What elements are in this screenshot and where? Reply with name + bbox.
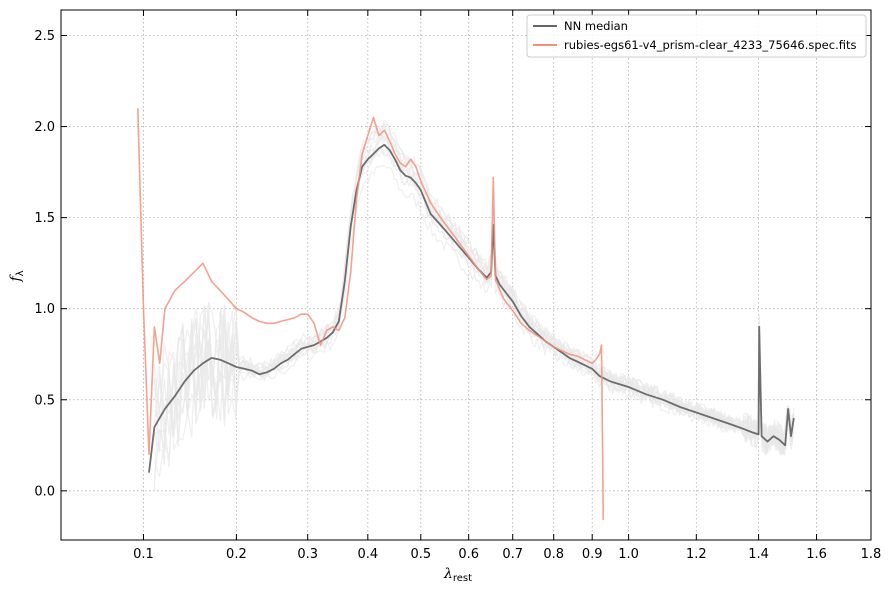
- nn-median-line: [148, 143, 795, 473]
- x-tick-label: 1.2: [686, 547, 707, 562]
- plot-frame: [60, 9, 872, 541]
- legend-box: [526, 14, 867, 58]
- x-tick-label: 1.4: [748, 547, 769, 562]
- y-tick-label: 0.5: [34, 393, 55, 408]
- y-tick-label: 1.5: [34, 211, 55, 226]
- y-tick-label: 2.5: [34, 29, 55, 44]
- series-lines: [137, 108, 795, 521]
- x-tick-label: 0.5: [410, 547, 431, 562]
- y-tick-label: 2.0: [34, 120, 55, 135]
- legend-label-nn-median: NN median: [564, 19, 628, 33]
- x-tick-label: 0.7: [502, 547, 523, 562]
- x-tick-label: 0.6: [458, 547, 479, 562]
- x-tick-label: 1.6: [806, 547, 827, 562]
- x-tick-label: 0.1: [133, 547, 154, 562]
- grid-lines: [61, 10, 872, 540]
- x-axis-label: λrest: [443, 566, 472, 584]
- y-tick-label: 1.0: [34, 302, 55, 317]
- x-tick-label: 0.8: [543, 547, 564, 562]
- x-tick-label: 0.2: [226, 547, 247, 562]
- x-tick-label: 1.0: [618, 547, 639, 562]
- spectrum-line: [137, 108, 605, 521]
- x-tick-label: 0.4: [357, 547, 378, 562]
- x-tick-label: 0.9: [582, 547, 603, 562]
- y-axis-label: fλ: [8, 270, 26, 282]
- x-tick-label: 1.8: [861, 547, 882, 562]
- axis-ticks: 0.1 0.2 0.3 0.4 0.5 0.6 0.7 0.8 0.9 1.0 1.2 1.4 1.6 1…: [34, 10, 881, 562]
- y-tick-label: 0.0: [34, 484, 55, 499]
- x-tick-label: 0.3: [297, 547, 318, 562]
- legend-label-spectrum: rubies-egs61-v4_prism-clear_4233_75646.s…: [564, 38, 856, 52]
- legend: NN median rubies-egs61-v4_prism-clear_42…: [526, 14, 867, 58]
